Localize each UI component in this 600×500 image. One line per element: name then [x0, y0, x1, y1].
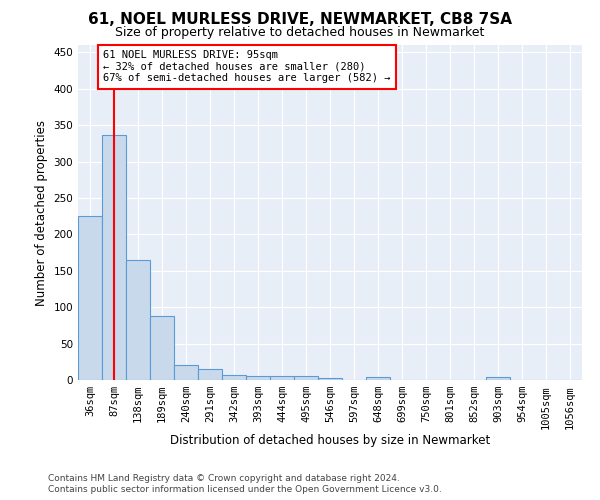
- Bar: [366, 377, 390, 380]
- Bar: [246, 376, 270, 380]
- Bar: [294, 376, 318, 380]
- Text: 61, NOEL MURLESS DRIVE, NEWMARKET, CB8 7SA: 61, NOEL MURLESS DRIVE, NEWMARKET, CB8 7…: [88, 12, 512, 28]
- Bar: [270, 376, 294, 380]
- Bar: [150, 316, 174, 380]
- Bar: [486, 377, 510, 380]
- Bar: [126, 260, 150, 380]
- Text: Size of property relative to detached houses in Newmarket: Size of property relative to detached ho…: [115, 26, 485, 39]
- Bar: [222, 375, 246, 380]
- X-axis label: Distribution of detached houses by size in Newmarket: Distribution of detached houses by size …: [170, 434, 490, 447]
- Bar: [78, 216, 102, 380]
- Y-axis label: Number of detached properties: Number of detached properties: [35, 120, 48, 306]
- Text: Contains HM Land Registry data © Crown copyright and database right 2024.
Contai: Contains HM Land Registry data © Crown c…: [48, 474, 442, 494]
- Bar: [198, 369, 222, 380]
- Bar: [318, 378, 342, 380]
- Bar: [174, 366, 198, 380]
- Text: 61 NOEL MURLESS DRIVE: 95sqm
← 32% of detached houses are smaller (280)
67% of s: 61 NOEL MURLESS DRIVE: 95sqm ← 32% of de…: [103, 50, 391, 84]
- Bar: [102, 134, 126, 380]
